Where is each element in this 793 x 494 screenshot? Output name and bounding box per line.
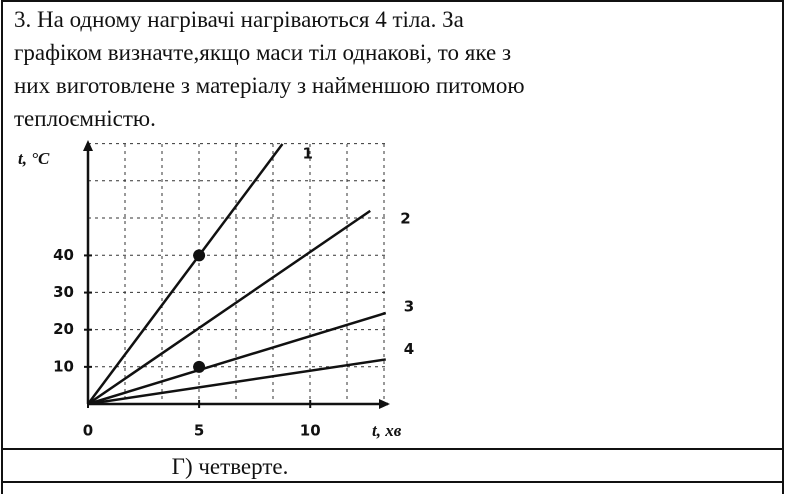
point: [193, 360, 206, 373]
x-tick-label: 0: [83, 422, 93, 440]
series-line: [86, 143, 284, 405]
x-tick-label: 5: [194, 422, 204, 440]
series-label: 2: [400, 209, 410, 227]
series-line: [87, 358, 386, 406]
series-label: 4: [404, 340, 414, 358]
series-line: [87, 209, 371, 406]
series-line: [87, 311, 387, 406]
y-tick-label: 10: [53, 357, 74, 375]
x-arrow: [379, 399, 390, 409]
y-tick-label: 40: [53, 246, 74, 264]
question-line: графіком визначте,якщо маси тіл однакові…: [14, 40, 511, 65]
x-tick-label: 10: [300, 422, 321, 440]
series-label: 3: [404, 298, 414, 316]
series-label: 1: [302, 145, 312, 163]
question-line: них виготовлене з матеріалу з найменшою …: [14, 73, 525, 98]
question-line: 3. На одному нагрівачі нагріваються 4 ті…: [14, 7, 464, 32]
y-tick-label: 30: [53, 283, 74, 301]
question-line: теплоємністю.: [14, 106, 156, 131]
y-tick-label: 20: [53, 320, 74, 338]
y-arrow: [83, 140, 93, 151]
answer: Г) четверте.: [172, 454, 289, 479]
x-axis-label: t, хв: [372, 421, 402, 440]
y-axis-label: t, °C: [18, 149, 50, 168]
point: [193, 249, 206, 262]
